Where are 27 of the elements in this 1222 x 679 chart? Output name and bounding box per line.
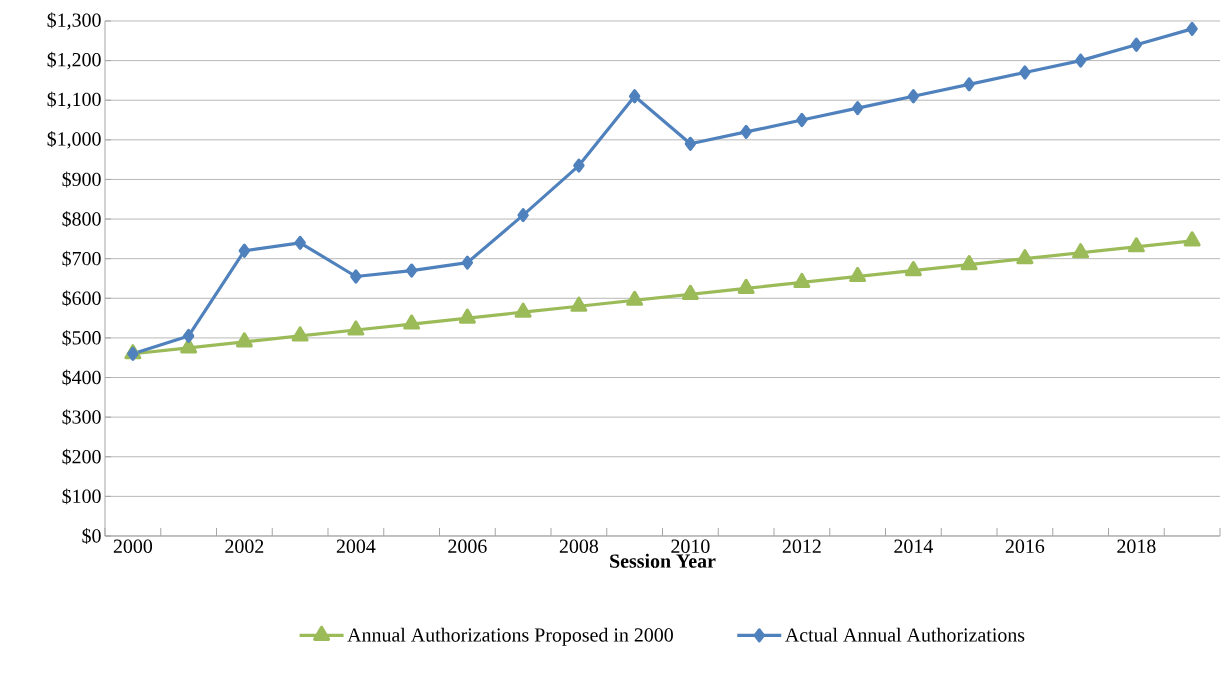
y-tick-label: $1,100 [47, 91, 101, 109]
y-tick-label: $1,200 [47, 51, 101, 70]
x-tick-label: 2012 [782, 539, 821, 553]
x-tick-label: 2014 [894, 539, 933, 553]
x-tick-label: 2000 [113, 539, 153, 553]
y-tick-label: $100 [62, 488, 101, 505]
x-tick-label: 2008 [559, 539, 599, 553]
legend-label: Actual Annual Authorizations [785, 627, 1025, 642]
x-tick-label: 2006 [448, 539, 487, 553]
y-tick-label: $800 [62, 211, 101, 228]
y-tick-label: $600 [62, 290, 101, 307]
y-tick-label: $0 [82, 528, 101, 544]
y-tick-label: $300 [62, 409, 101, 426]
y-tick-label: $700 [62, 250, 101, 267]
x-tick-label: 2004 [336, 539, 376, 553]
x-tick-label: 2018 [1117, 539, 1156, 553]
x-tick-label: 2016 [1005, 539, 1045, 553]
x-tick-label: 2010 [671, 539, 710, 553]
y-tick-label: $1,000 [47, 131, 101, 149]
y-tick-label: $900 [62, 171, 101, 188]
y-tick-label: $500 [62, 329, 101, 346]
y-tick-label: $400 [62, 369, 101, 386]
legend-label: Annual Authorizations Proposed in 2000 [347, 627, 673, 646]
x-tick-label: 2002 [225, 539, 264, 553]
y-tick-label: $1,300 [47, 12, 101, 30]
x-axis-title: Session Year [610, 553, 716, 568]
y-tick-label: $200 [62, 448, 101, 465]
